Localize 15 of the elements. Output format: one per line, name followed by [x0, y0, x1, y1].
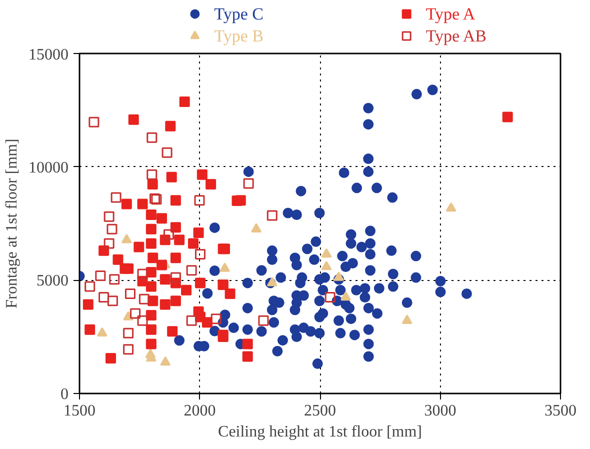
y-tick-label: 5000 [36, 272, 68, 290]
y-tick-label: 10000 [28, 159, 68, 176]
x-tick-label: 3500 [544, 402, 576, 420]
y-tick-label: 15000 [28, 46, 68, 64]
x-tick-label: 2500 [304, 402, 336, 420]
x-tick-label: 1500 [64, 402, 96, 420]
legend-label: Type A [426, 4, 476, 24]
x-axis-title: Ceiling height at 1st floor [mm] [218, 424, 422, 440]
legend-label: Type C [214, 4, 264, 24]
x-tick-label: 2000 [184, 402, 216, 420]
y-tick-label: 0 [60, 386, 68, 403]
legend-label: Type B [214, 26, 264, 46]
legend-label: Type AB [426, 26, 486, 46]
y-axis-title: Frontage at 1st floor [mm] [4, 138, 20, 308]
x-tick-label: 3000 [424, 402, 456, 420]
